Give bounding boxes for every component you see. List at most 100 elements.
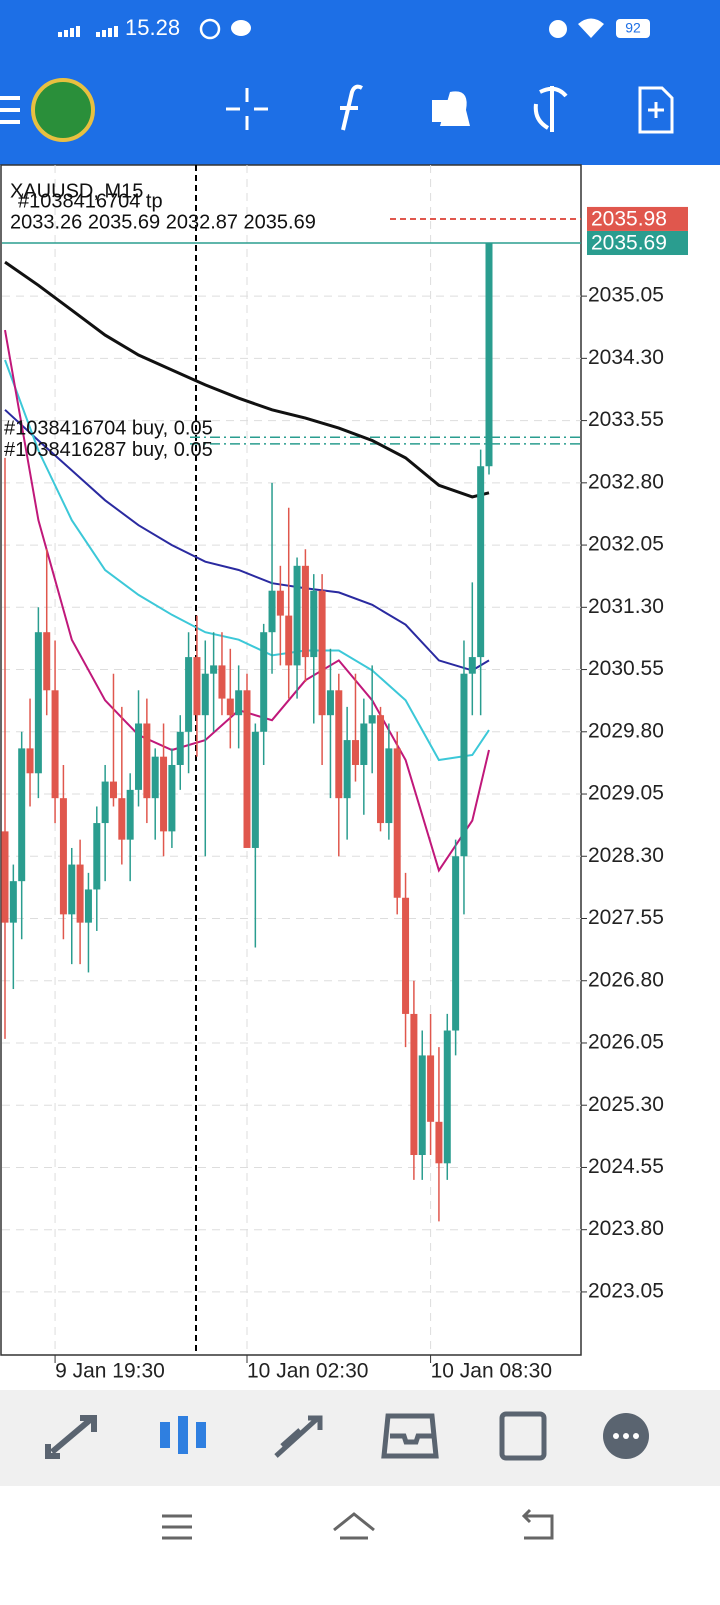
candle-body bbox=[68, 864, 76, 915]
candle-body bbox=[160, 756, 168, 832]
ohlc-text: 2033.26 2035.69 2032.87 2035.69 bbox=[10, 211, 316, 233]
candle-body bbox=[385, 748, 393, 824]
candle-body bbox=[293, 565, 301, 666]
whatsapp-icon bbox=[199, 18, 221, 40]
history-tab[interactable] bbox=[381, 1413, 439, 1459]
x-tick-label: 10 Jan 08:30 bbox=[431, 1360, 552, 1383]
battery-level: 92 bbox=[625, 20, 641, 36]
candle-body bbox=[310, 590, 318, 658]
y-tick-label: 2033.55 bbox=[588, 408, 664, 431]
candle-body bbox=[218, 665, 226, 699]
candle-body bbox=[93, 823, 101, 890]
candle-body bbox=[126, 789, 134, 840]
app-logo[interactable] bbox=[31, 78, 95, 142]
y-tick-label: 2030.55 bbox=[588, 657, 664, 680]
nav-back[interactable] bbox=[521, 1508, 554, 1540]
wifi-icon bbox=[578, 18, 604, 38]
y-tick-label: 2029.80 bbox=[588, 719, 664, 742]
top-bar bbox=[0, 0, 720, 165]
candle-body bbox=[410, 1013, 418, 1156]
chart-tab[interactable] bbox=[160, 1416, 206, 1454]
y-tick-label: 2024.55 bbox=[588, 1155, 664, 1178]
y-tick-label: 2029.05 bbox=[588, 782, 664, 805]
tp-label: #1038416704 tp bbox=[18, 190, 163, 212]
candle-body bbox=[418, 1055, 426, 1156]
candle-body bbox=[26, 748, 34, 774]
candle-body bbox=[59, 798, 67, 915]
candle-body bbox=[1, 831, 9, 923]
candle-body bbox=[402, 897, 410, 1014]
nav-home[interactable] bbox=[333, 1512, 375, 1540]
trade-button[interactable] bbox=[533, 86, 568, 132]
y-tick-label: 2034.30 bbox=[588, 346, 664, 369]
status-time: 15.28 bbox=[125, 15, 180, 40]
candle-body bbox=[368, 715, 376, 724]
battery bbox=[616, 19, 650, 38]
chat-icon bbox=[231, 20, 251, 36]
candle-body bbox=[143, 723, 151, 799]
price-tag bbox=[587, 206, 688, 231]
candle-body bbox=[135, 723, 143, 790]
candle-body bbox=[468, 657, 476, 674]
indicators-button[interactable] bbox=[340, 84, 363, 131]
y-tick-label: 2026.80 bbox=[588, 968, 664, 991]
candle-body bbox=[84, 889, 92, 923]
candle-body bbox=[260, 632, 268, 732]
y-tick-label: 2031.30 bbox=[588, 595, 664, 618]
y-tick-label: 2023.80 bbox=[588, 1217, 664, 1240]
candle-body bbox=[477, 466, 485, 658]
chart bbox=[0, 164, 587, 1363]
quotes-tab[interactable] bbox=[45, 1415, 97, 1459]
price-tag-label: 2035.69 bbox=[591, 232, 667, 255]
candle-body bbox=[301, 565, 309, 658]
candle-body bbox=[243, 690, 251, 848]
candle-body bbox=[176, 731, 184, 765]
price-tag-label: 2035.98 bbox=[591, 207, 667, 230]
objects-button[interactable] bbox=[432, 91, 470, 126]
indicator-line bbox=[4, 260, 490, 499]
candle-body bbox=[452, 856, 460, 1031]
candle-body bbox=[351, 740, 359, 765]
y-tick-label: 2032.80 bbox=[588, 470, 664, 493]
candle-body bbox=[226, 698, 234, 716]
new-order-button[interactable] bbox=[638, 86, 674, 134]
candle-body bbox=[427, 1055, 435, 1122]
indicator-line bbox=[4, 409, 490, 672]
bottom-toolbar bbox=[0, 1390, 720, 1486]
menu-button[interactable] bbox=[0, 96, 20, 124]
chart-title: XAUUSD, M15 bbox=[10, 180, 143, 202]
y-tick-label: 2025.30 bbox=[588, 1093, 664, 1116]
trade-tab[interactable] bbox=[274, 1415, 323, 1458]
candle-body bbox=[185, 657, 193, 732]
system-nav bbox=[162, 1508, 554, 1540]
nav-menu[interactable] bbox=[162, 1514, 192, 1540]
y-tick-label: 2035.05 bbox=[588, 284, 664, 307]
x-tick-label: 10 Jan 02:30 bbox=[247, 1360, 368, 1383]
plot-frame bbox=[0, 164, 582, 1356]
crosshair-button[interactable] bbox=[226, 88, 268, 130]
candle-body bbox=[251, 731, 259, 848]
candle-body bbox=[9, 881, 17, 923]
candle-body bbox=[43, 632, 51, 691]
y-tick-label: 2032.05 bbox=[588, 533, 664, 556]
y-tick-label: 2023.05 bbox=[588, 1279, 664, 1302]
candle-body bbox=[435, 1121, 443, 1164]
candle-body bbox=[335, 690, 343, 799]
candle-body bbox=[377, 715, 385, 824]
candle-body bbox=[193, 657, 201, 716]
candle-body bbox=[460, 673, 468, 857]
candle-body bbox=[76, 864, 84, 923]
candle-body bbox=[268, 590, 276, 633]
candle-body bbox=[34, 632, 42, 774]
candle-body bbox=[393, 748, 401, 898]
y-tick-label: 2026.05 bbox=[588, 1031, 664, 1054]
alarm-icon bbox=[549, 20, 567, 38]
candle-body bbox=[18, 748, 26, 882]
news-tab[interactable] bbox=[499, 1411, 547, 1461]
candle-body bbox=[360, 723, 368, 765]
x-tick-label: 9 Jan 19:30 bbox=[55, 1360, 165, 1383]
candle-body bbox=[343, 740, 351, 799]
candle-body bbox=[101, 781, 109, 824]
